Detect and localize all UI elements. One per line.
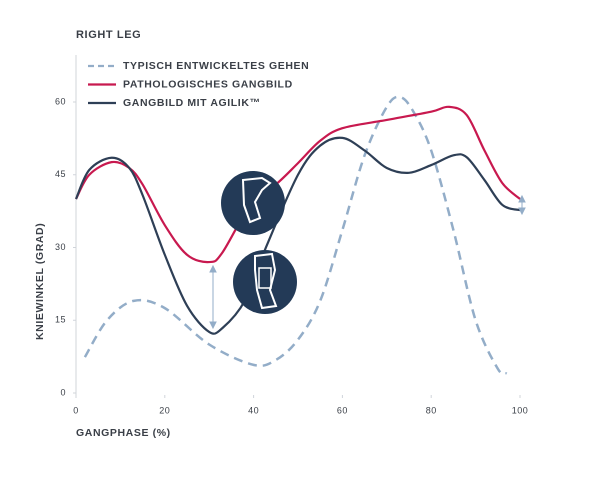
y-tick-label: 45 [55,169,66,179]
series-line [74,136,521,335]
y-axis-label: KNIEWINKEL (GRAD) [34,223,46,340]
y-tick-label: 0 [60,387,66,397]
x-tick-label: 0 [73,405,79,415]
x-tick-label: 100 [512,405,529,415]
legend-label: PATHOLOGISCHES GANGBILD [123,78,293,90]
legend-label: TYPISCH ENTWICKELTES GEHEN [123,60,309,72]
legend: TYPISCH ENTWICKELTES GEHEN PATHOLOGISCHES… [88,60,309,109]
legend-label: GANGBILD MIT AGILIK™ [123,97,261,109]
icon-pathological [221,171,285,235]
x-tick-label: 40 [248,405,259,415]
x-tick-label: 80 [426,405,437,415]
icon-agilik [233,250,297,314]
series-line [83,95,508,376]
plot: 0 15 30 45 60 0 20 40 60 80 100 [55,95,529,415]
y-tick-label: 15 [55,315,66,325]
x-tick-label: 20 [159,405,170,415]
x-tick-label: 60 [337,405,348,415]
y-tick-label: 60 [55,96,66,106]
x-axis-label: GANGPHASE (%) [76,427,171,439]
chart-title: RIGHT LEG [76,29,141,41]
y-tick-label: 30 [55,242,66,252]
annotation-arrow [209,194,526,330]
series-line [75,105,521,264]
